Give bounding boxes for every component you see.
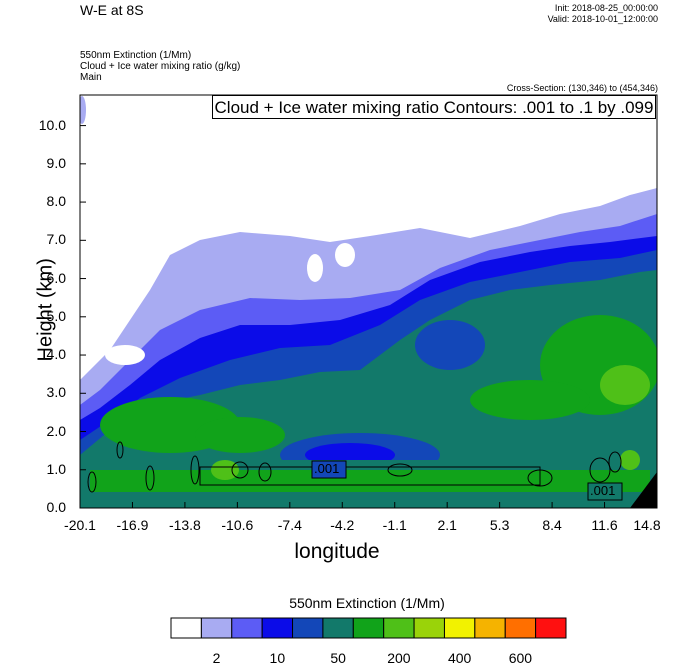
x-tick-label: 5.3 [489,517,510,533]
y-tick-label: 2.0 [46,422,66,439]
colorbar-swatch [352,617,385,639]
x-tick-label: -10.6 [221,517,254,533]
x-tick-label: 14.8 [633,517,661,533]
colorbar-tick-label: 200 [387,650,411,666]
x-tick-label: -7.4 [277,517,302,533]
x-tick-label: -13.8 [168,517,201,533]
x-tick-label: 11.6 [591,517,618,533]
colorbar-tick-label: 400 [447,650,472,666]
x-tick-label: 2.1 [437,517,457,533]
colorbar-swatch [322,617,354,639]
y-tick-label: 10.0 [38,116,66,133]
y-tick-label: 1.0 [46,460,66,477]
valid-time: Valid: 2018-10-01_12:00:00 [547,14,658,24]
contour-tag-2: .001 [590,483,616,498]
colorbar-swatch [383,617,415,639]
chart-title: W-E at 8S [80,2,144,18]
colorbar-swatch [535,617,567,639]
contour-tag-box [587,482,623,501]
colorbar-swatch [200,617,233,639]
y-tick-label: 5.0 [46,307,66,324]
colorbar-swatch [231,617,263,639]
colorbar-swatch [170,617,202,639]
colorbar-swatch [261,617,294,639]
x-tick-label: -16.9 [116,517,149,533]
colorbar-tick-label: 2 [212,650,221,666]
y-tick-label: 8.0 [46,193,66,210]
colorbar-swatch [292,617,324,639]
x-tick-label: -1.1 [382,517,407,533]
colorbar-swatch [413,617,445,639]
colorbar-swatch [443,617,476,639]
x-tick-label: -4.2 [330,517,355,533]
contour-tag-1: .001 [314,461,340,476]
y-tick-label: 9.0 [46,154,66,171]
field-label-extinction: 550nm Extinction (1/Mm) [80,50,192,61]
x-axis-label: longitude [294,540,380,563]
contour-tag-box [311,460,347,479]
colorbar-tick-label: 50 [330,650,346,666]
y-tick-label: 4.0 [46,346,66,363]
colorbar-swatch [474,617,506,639]
field-label-main: Main [80,72,102,83]
colorbar [170,617,567,639]
field-label-mixing-ratio: Cloud + Ice water mixing ratio (g/kg) [80,61,241,72]
colorbar-tick-label: 10 [269,650,286,666]
y-tick-label: 3.0 [46,384,66,401]
colorbar-title: 550nm Extinction (1/Mm) [289,595,445,611]
x-tick-label: -20.1 [64,517,96,533]
y-tick-label: 6.0 [46,269,66,286]
colorbar-swatch [504,617,537,639]
cross-section-label: Cross-Section: (130,346) to (454,346) [506,83,658,93]
colorbar-tick-label: 600 [508,650,533,666]
y-tick-label: 7.0 [46,231,66,248]
y-tick-label: 0.0 [46,499,66,515]
contour-info-label: Cloud + Ice water mixing ratio Contours:… [212,95,656,119]
x-tick-label: 8.4 [542,517,562,533]
init-time: Init: 2018-08-25_00:00:00 [554,3,658,13]
extinction-field [80,95,657,508]
